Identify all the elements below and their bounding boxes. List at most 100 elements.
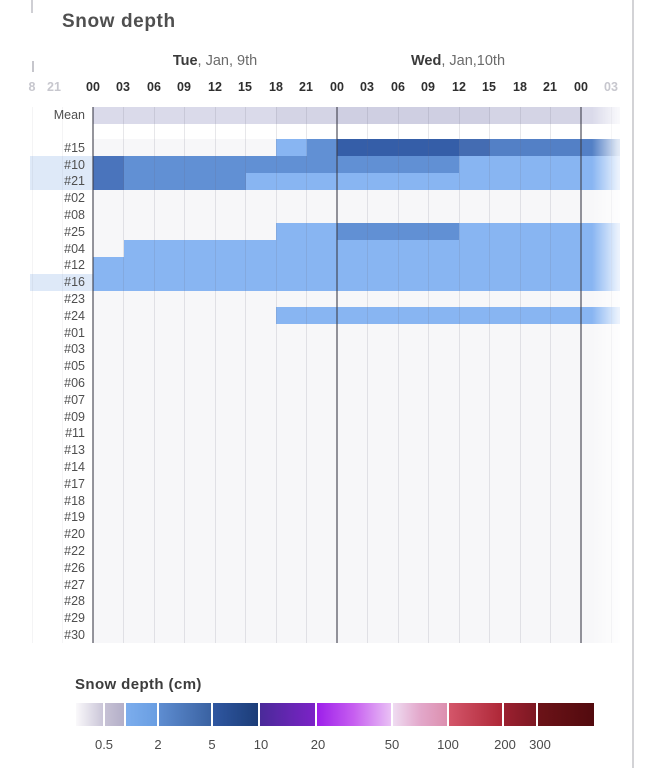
hour-tick-label: 8 xyxy=(28,80,36,94)
heatmap-cell-m15 xyxy=(276,139,307,157)
gridline-3h xyxy=(397,107,399,644)
legend-title: Snow depth (cm) xyxy=(75,676,202,693)
row-label-27: #27 xyxy=(64,577,85,592)
gridline-3h xyxy=(184,107,185,644)
hour-tick-label: 03 xyxy=(604,80,618,94)
legend-color-segment-8 xyxy=(449,703,502,726)
hour-tick-label: 12 xyxy=(452,80,466,94)
heatmap-cell-m10 xyxy=(123,156,459,173)
gridline-day-boundary xyxy=(92,107,94,644)
legend-color-segment-10 xyxy=(538,703,594,726)
heatmap-cell-m25 xyxy=(337,223,459,241)
row-label-25: #25 xyxy=(64,224,85,239)
heatmap-cell-m12 xyxy=(93,257,620,274)
row-label-Mean: Mean xyxy=(53,108,85,123)
heatmap-cell-m16 xyxy=(93,273,620,291)
legend-tick-10: 10 xyxy=(253,737,269,752)
legend-color-segment-5 xyxy=(260,703,315,726)
row-label-03: #03 xyxy=(64,342,85,357)
row-label-18: #18 xyxy=(64,493,85,508)
row-label-22: #22 xyxy=(64,544,85,558)
legend-tick-2: 2 xyxy=(154,737,162,752)
row-label-02: #02 xyxy=(64,191,85,206)
hour-tick-label: 21 xyxy=(299,80,313,94)
hour-tick-label: 21 xyxy=(543,80,557,94)
hour-tick-label: 18 xyxy=(269,80,283,94)
hour-tick-label: 18 xyxy=(513,80,527,94)
heatmap-cell-m24 xyxy=(276,307,620,325)
heatmap-cell-m15 xyxy=(337,139,459,157)
heatmap-cell-m21 xyxy=(123,173,246,190)
row-label-28: #28 xyxy=(64,594,85,609)
hour-tick-label: 06 xyxy=(391,80,405,94)
heatmap-cell-Mean xyxy=(93,107,276,124)
row-label-05: #05 xyxy=(64,359,85,374)
legend-tick-20: 20 xyxy=(310,737,326,752)
gridline-3h xyxy=(458,107,460,644)
day-name: Tue xyxy=(172,53,198,69)
legend-tick-100: 100 xyxy=(437,737,459,752)
heatmap-cell-Mean xyxy=(276,107,337,124)
row-label-10: #10 xyxy=(64,157,85,172)
row-label-30: #30 xyxy=(64,628,85,642)
heatmap-cell-Mean xyxy=(337,107,490,124)
legend-color-segment-1 xyxy=(105,703,124,726)
hour-tick-label: 00 xyxy=(330,80,344,94)
day-name: Wed xyxy=(410,53,442,69)
hour-tick-label: 06 xyxy=(147,80,161,94)
legend-tick-50: 50 xyxy=(384,737,400,752)
gridline-3h xyxy=(489,107,490,644)
gridline-3h xyxy=(153,107,155,644)
hour-tick-label: 00 xyxy=(574,80,588,94)
row-label-14: #14 xyxy=(64,460,85,474)
legend-color-segment-6 xyxy=(317,703,391,726)
legend-tick-200: 200 xyxy=(494,737,516,752)
heatmap-cell-m25 xyxy=(276,223,337,241)
heatmap-cell-m10 xyxy=(30,156,93,173)
heatmap-cell-Mean xyxy=(581,107,620,124)
gridline-3h xyxy=(519,107,521,644)
plot-background-members xyxy=(93,139,620,644)
gridline-day-boundary xyxy=(336,107,338,644)
heatmap-cell-m04 xyxy=(123,240,620,257)
heatmap-cell-Mean xyxy=(489,107,581,124)
row-label-17: #17 xyxy=(64,476,85,491)
row-label-29: #29 xyxy=(64,611,85,626)
legend-color-segment-7 xyxy=(393,703,447,726)
heatmap-cell-m16 xyxy=(30,273,93,291)
hour-tick-label: 15 xyxy=(238,80,252,94)
row-label-12: #12 xyxy=(64,258,85,273)
hour-tick-label: 00 xyxy=(86,80,100,94)
gridline-3h xyxy=(62,107,63,644)
legend-tick-300: 300 xyxy=(529,737,551,752)
row-label-19: #19 xyxy=(64,510,85,525)
heatmap-cell-m10 xyxy=(459,156,620,173)
hour-tick-label: 21 xyxy=(47,80,61,94)
row-label-04: #04 xyxy=(64,241,85,256)
gridline-3h xyxy=(611,107,612,644)
panel-divider xyxy=(632,0,634,768)
legend-color-segment-0 xyxy=(76,703,103,726)
row-label-23: #23 xyxy=(64,292,85,306)
row-label-01: #01 xyxy=(64,325,85,340)
row-label-15: #15 xyxy=(64,140,85,155)
row-label-08: #08 xyxy=(64,208,85,222)
legend-tick-0.5: 0.5 xyxy=(94,737,114,752)
heatmap-cell-m15 xyxy=(306,139,337,157)
heatmap-cell-m25 xyxy=(459,223,620,241)
legend-color-segment-9 xyxy=(504,703,536,726)
hour-tick-label: 15 xyxy=(482,80,496,94)
row-label-13: #13 xyxy=(64,443,85,458)
legend-colorbar xyxy=(75,703,595,726)
row-label-24: #24 xyxy=(64,308,85,323)
row-label-06: #06 xyxy=(64,376,85,390)
row-label-26: #26 xyxy=(64,560,85,575)
legend-color-segment-3 xyxy=(159,703,211,726)
heatmap-cell-m15 xyxy=(459,139,490,157)
scroll-remnant-mark xyxy=(31,0,33,13)
gridline-3h xyxy=(214,107,216,644)
gridline-3h xyxy=(275,107,277,644)
axis-remnant-mark xyxy=(32,61,34,72)
